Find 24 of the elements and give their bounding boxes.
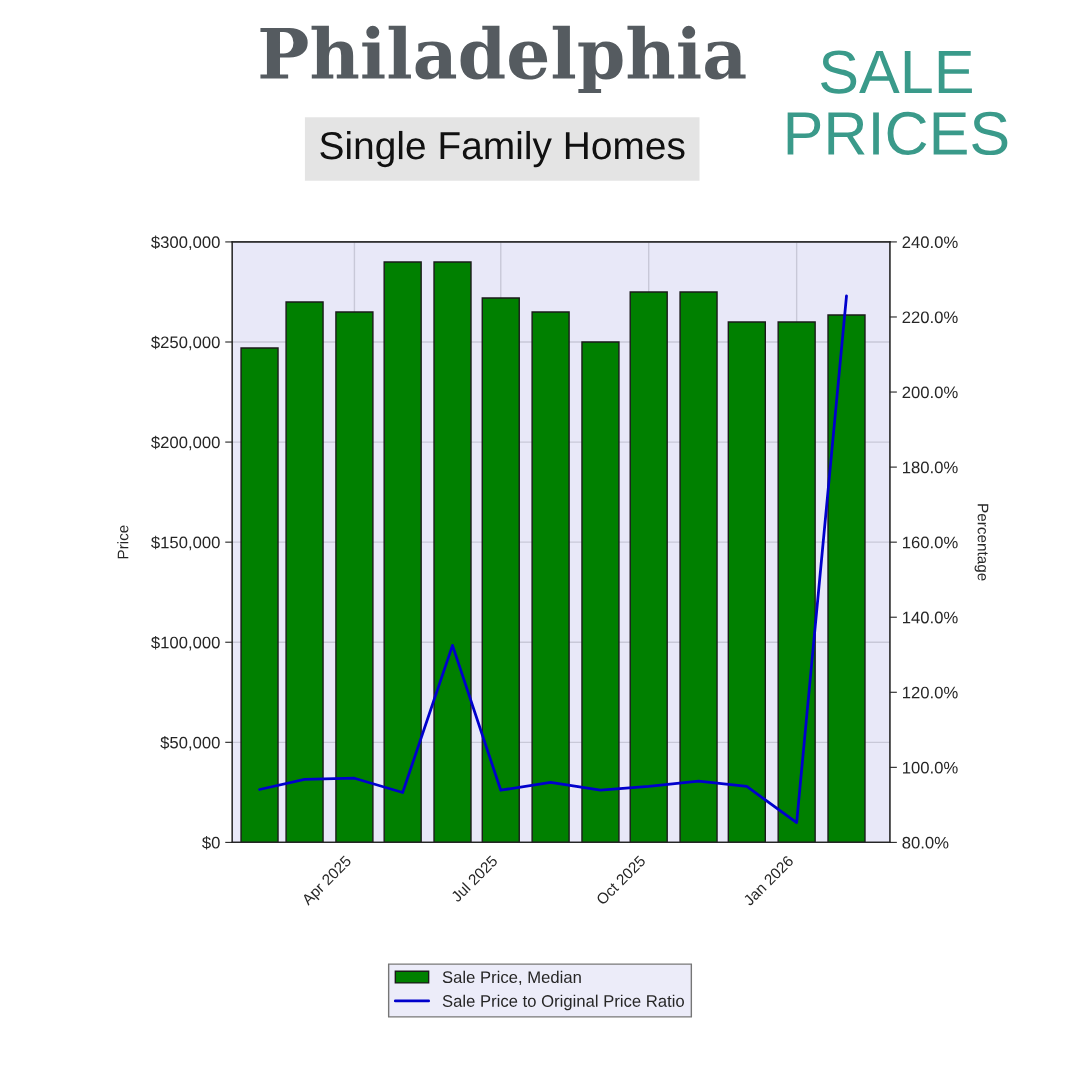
y2-axis-title: Percentage — [974, 504, 989, 581]
y-tick-label: $100,000 — [151, 635, 220, 651]
line-series — [258, 294, 848, 824]
y-tick-label: $150,000 — [151, 535, 220, 551]
y2-tick-label: 140.0% — [903, 611, 958, 624]
text: SALE PRICES — [787, 50, 1008, 156]
y2-tick-label: 120.0% — [903, 686, 958, 699]
y-axis-title: Price — [117, 525, 129, 559]
y2-tick-label: 220.0% — [902, 311, 958, 324]
y-tick-label: $50,000 — [160, 736, 220, 751]
y2-tick-label: 240.0% — [902, 236, 958, 249]
y2-tick-label: 80.0% — [902, 836, 949, 849]
y-tick-label: $250,000 — [151, 335, 220, 351]
y-tick-label: $300,000 — [151, 235, 220, 251]
chart-subtitle: Single Family Homes — [320, 130, 685, 168]
legend-label: Sale Price, Median — [442, 970, 581, 986]
y2-tick-label: 100.0% — [903, 761, 958, 774]
y-tick-label: $200,000 — [151, 435, 220, 451]
y-tick-label: $0 — [202, 836, 220, 850]
y2-tick-label: 160.0% — [903, 536, 958, 549]
legend-label: Sale Price to Original Price Ratio — [442, 994, 684, 1011]
chart-title: Philadelphia — [260, 25, 746, 93]
y2-tick-label: 180.0% — [903, 461, 958, 474]
y2-tick-label: 200.0% — [902, 386, 958, 399]
